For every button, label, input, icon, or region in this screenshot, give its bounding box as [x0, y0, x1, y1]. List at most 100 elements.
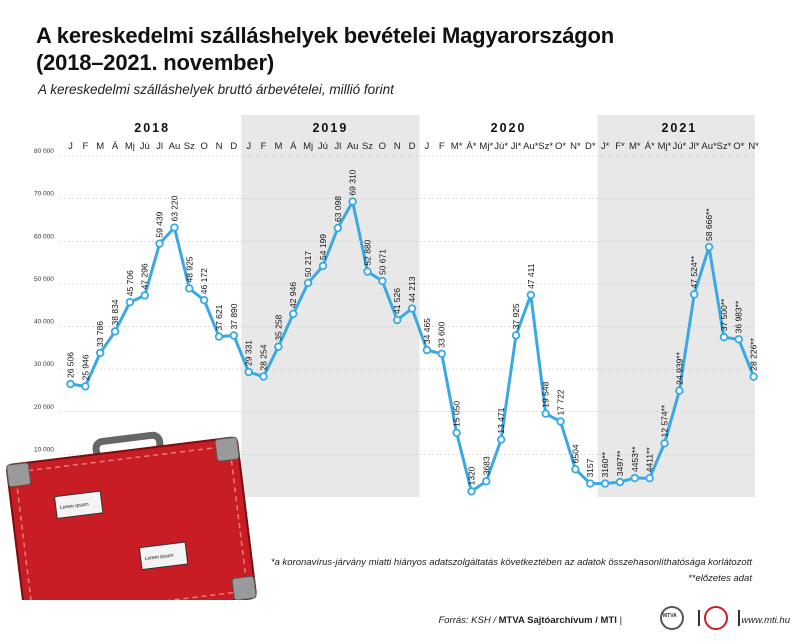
data-point [318, 261, 328, 271]
suitcase-corner [214, 436, 240, 462]
data-point [645, 473, 654, 483]
data-point [274, 342, 283, 351]
month-label: D [230, 141, 237, 152]
data-label: 47 296 [140, 263, 150, 289]
month-label: J [246, 141, 251, 152]
month-label: Mj* [479, 141, 493, 152]
month-label: Á* [466, 141, 476, 152]
month-label: N* [570, 141, 581, 152]
data-label: 59 439 [155, 211, 165, 237]
data-point [660, 439, 669, 448]
suitcase-corner [231, 575, 257, 600]
suitcase-illustration: Lorem ipsum Lorem ipsum [6, 431, 257, 600]
month-label: Jl [156, 141, 163, 152]
month-label: M [96, 141, 104, 152]
footer-separator [738, 610, 740, 626]
data-label: 58 666** [704, 208, 714, 241]
y-tick-label: 50 000 [34, 276, 54, 283]
month-label: Sz [184, 141, 195, 152]
data-label: 41 526 [392, 288, 402, 314]
month-label: Mj [303, 141, 313, 152]
data-point [289, 309, 298, 319]
data-point [393, 315, 402, 325]
suitcase-tag [53, 490, 104, 520]
data-point [363, 267, 372, 276]
month-label: F [261, 141, 267, 152]
suitcase-seam [14, 445, 248, 600]
data-label: 47 524** [689, 255, 699, 288]
month-label: N [394, 141, 401, 152]
data-label: 4411** [645, 447, 655, 473]
data-point [734, 335, 743, 344]
data-point [541, 409, 550, 418]
y-tick-label: 70 000 [34, 191, 54, 198]
data-point [81, 382, 90, 391]
data-label: 13 471 [496, 407, 506, 433]
data-label: 36 983** [734, 300, 744, 333]
month-label: Á [290, 141, 297, 152]
month-label: Au [169, 141, 181, 152]
y-tick-label: 30 000 [34, 361, 54, 368]
data-point [407, 304, 417, 313]
data-label: 54 199 [318, 234, 328, 260]
data-point [259, 372, 268, 381]
month-label: D* [585, 141, 596, 152]
year-band [597, 115, 755, 497]
data-label: 46 172 [199, 268, 209, 294]
source-bold: MTVA Sajtóarchívum / MTI [498, 615, 617, 626]
month-label: Mj [125, 141, 135, 152]
data-point [452, 428, 461, 438]
data-label: 69 310 [348, 169, 358, 195]
data-label: 3160** [600, 451, 610, 477]
month-label: O* [555, 141, 566, 152]
month-label: Sz* [717, 141, 732, 152]
year-label: 2021 [661, 121, 697, 135]
data-label: 33 786 [95, 321, 105, 347]
source-url: www.mti.hu [741, 615, 790, 626]
data-label: 50 671 [377, 249, 387, 275]
data-label: 24 939** [674, 351, 684, 384]
data-point [467, 487, 476, 496]
data-label: 29 331 [244, 340, 254, 366]
month-label: J [68, 141, 73, 152]
y-tick-label: 60 000 [34, 233, 54, 240]
month-label: N* [748, 141, 759, 152]
year-label: 2018 [134, 121, 170, 135]
data-point [526, 290, 536, 300]
data-point [496, 435, 506, 444]
data-label: 33 600 [437, 322, 447, 348]
month-label: J* [601, 141, 610, 152]
data-label: 37 500** [719, 298, 729, 331]
data-point [125, 297, 135, 307]
month-label: Au* [523, 141, 539, 152]
chart-title-line2: (2018–2021. november) [36, 50, 274, 75]
data-label: 12 574** [660, 404, 670, 437]
month-label: Mj* [658, 141, 672, 152]
month-label: M* [451, 141, 463, 152]
month-label: Jú [140, 141, 150, 152]
y-tick-label: 10 000 [34, 446, 54, 453]
month-label: F* [615, 141, 625, 152]
data-label: 47 411 [526, 263, 536, 289]
month-label: Sz [362, 141, 373, 152]
month-label: Jl [334, 141, 341, 152]
line-chart: 80 000 70 000 60 000 50 000 40 000 30 000 20 0… [6, 115, 759, 600]
data-label: 4453** [630, 446, 640, 472]
data-point [378, 276, 387, 286]
footnote-preliminary: **előzetes adat [688, 573, 752, 584]
data-label: 38 834 [110, 299, 120, 325]
data-point [422, 345, 432, 355]
data-label: 48 925 [184, 256, 194, 282]
data-label: 35 258 [273, 314, 283, 340]
data-point [110, 327, 120, 336]
month-label: Á* [645, 141, 655, 152]
data-point [199, 295, 209, 305]
data-label: 52 880 [363, 239, 373, 265]
data-label: 28 254 [259, 344, 269, 370]
data-label: 6504 [570, 444, 580, 463]
data-label: 26 506 [66, 352, 76, 378]
month-label: F [82, 141, 88, 152]
y-tick-label: 20 000 [34, 404, 54, 411]
year-label: 2020 [491, 121, 527, 135]
suitcase-tag-text: Lorem ipsum [144, 553, 173, 562]
